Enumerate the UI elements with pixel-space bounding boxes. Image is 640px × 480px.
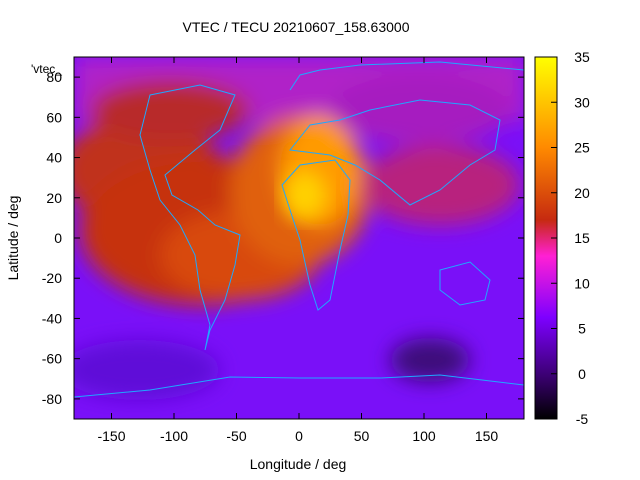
y-axis-ticks: -80 -60 -40 -20 0 20 40 60 80 bbox=[42, 69, 524, 407]
heatmap-field bbox=[74, 57, 524, 419]
colorbar-tick-label: -5 bbox=[576, 411, 589, 427]
colorbar-tick-label: 15 bbox=[574, 230, 590, 246]
chart-title: VTEC / TECU 20210607_158.63000 bbox=[182, 19, 409, 35]
x-tick-label: 150 bbox=[475, 428, 499, 444]
colorbar-ticks: -5 0 5 10 15 20 25 30 35 bbox=[551, 49, 590, 427]
legend-label: 'vtec_ bbox=[31, 62, 62, 76]
x-axis-label: Longitude / deg bbox=[250, 456, 347, 472]
x-axis-ticks: -150 -100 -50 0 50 100 150 bbox=[97, 57, 498, 444]
x-tick-label: 50 bbox=[354, 428, 370, 444]
x-tick-label: 0 bbox=[295, 428, 303, 444]
x-tick-label: -100 bbox=[160, 428, 188, 444]
x-tick-label: -50 bbox=[226, 428, 246, 444]
y-axis-label: Latitude / deg bbox=[5, 196, 21, 281]
x-tick-label: 100 bbox=[412, 428, 436, 444]
colorbar-tick-label: 5 bbox=[578, 321, 586, 337]
y-tick-label: -60 bbox=[42, 351, 62, 367]
y-tick-label: -40 bbox=[42, 310, 62, 326]
y-tick-label: 40 bbox=[46, 150, 62, 166]
colorbar-tick-label: 25 bbox=[574, 140, 590, 156]
y-tick-label: 20 bbox=[46, 190, 62, 206]
colorbar-tick-label: 0 bbox=[578, 366, 586, 382]
y-tick-label: 0 bbox=[54, 230, 62, 246]
y-tick-label: 60 bbox=[46, 109, 62, 125]
colorbar-tick-label: 20 bbox=[574, 185, 590, 201]
colorbar-tick-label: 10 bbox=[574, 275, 590, 291]
y-tick-label: 80 bbox=[46, 69, 62, 85]
colorbar-tick-label: 30 bbox=[574, 94, 590, 110]
coastlines bbox=[74, 61, 524, 398]
y-tick-label: -20 bbox=[42, 270, 62, 286]
colorbar-tick-label: 35 bbox=[574, 49, 590, 65]
y-tick-label: -80 bbox=[42, 391, 62, 407]
x-tick-label: -150 bbox=[97, 428, 125, 444]
